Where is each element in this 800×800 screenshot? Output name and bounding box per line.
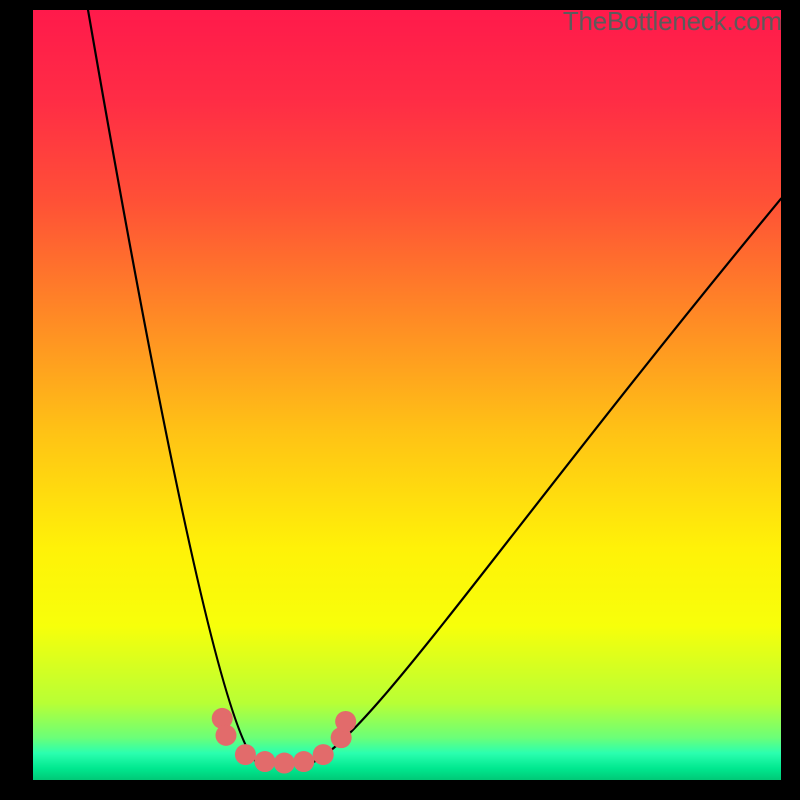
curve-marker xyxy=(215,725,236,746)
bottleneck-chart xyxy=(33,10,781,780)
curve-marker xyxy=(293,751,314,772)
curve-marker xyxy=(313,744,334,765)
curve-marker xyxy=(274,753,295,774)
curve-marker xyxy=(335,711,356,732)
watermark-text: TheBottleneck.com xyxy=(563,6,782,37)
curve-marker xyxy=(235,744,256,765)
chart-frame: TheBottleneck.com xyxy=(0,0,800,800)
gradient-background xyxy=(33,10,781,780)
curve-marker xyxy=(254,751,275,772)
